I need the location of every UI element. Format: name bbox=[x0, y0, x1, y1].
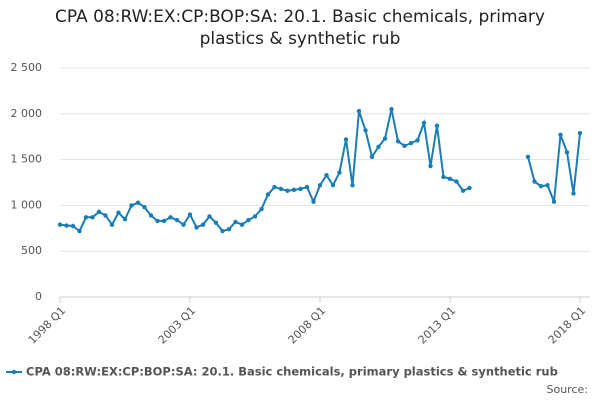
data-point bbox=[83, 215, 89, 220]
data-point bbox=[577, 130, 583, 136]
data-point bbox=[148, 213, 154, 218]
data-point bbox=[259, 206, 264, 212]
data-point bbox=[122, 216, 128, 222]
data-point bbox=[135, 200, 141, 205]
data-point bbox=[350, 183, 355, 188]
y-tick-label: 500 bbox=[21, 244, 42, 257]
data-point bbox=[220, 228, 225, 234]
data-point bbox=[168, 215, 173, 220]
data-point bbox=[278, 186, 284, 192]
data-point bbox=[447, 176, 453, 182]
data-point bbox=[363, 128, 368, 133]
data-point bbox=[246, 217, 251, 223]
x-tick-label: 2013 Q1 bbox=[416, 304, 459, 347]
x-tick-label: 2018 Q1 bbox=[546, 304, 589, 347]
data-point bbox=[291, 187, 297, 193]
data-point bbox=[200, 222, 206, 227]
y-tick-label: 1 000 bbox=[11, 198, 43, 211]
data-point bbox=[233, 219, 238, 225]
data-point bbox=[571, 191, 576, 196]
y-tick-label: 0 bbox=[35, 290, 42, 303]
data-point bbox=[304, 184, 310, 190]
data-point bbox=[545, 183, 550, 188]
data-point bbox=[77, 228, 82, 234]
data-point bbox=[551, 199, 557, 204]
data-point bbox=[343, 137, 349, 142]
data-point bbox=[382, 136, 388, 141]
data-point bbox=[421, 120, 427, 126]
x-tick-label: 2008 Q1 bbox=[286, 304, 329, 347]
x-tick-label: 2003 Q1 bbox=[156, 304, 199, 347]
data-point bbox=[369, 154, 375, 160]
data-point bbox=[90, 215, 95, 220]
data-point bbox=[538, 183, 544, 189]
data-point bbox=[330, 183, 336, 188]
data-point bbox=[564, 150, 570, 155]
data-point bbox=[454, 179, 459, 184]
legend-label: CPA 08:RW:EX:CP:BOP:SA: 20.1. Basic chem… bbox=[26, 365, 558, 379]
data-point bbox=[174, 217, 180, 223]
data-point bbox=[376, 144, 381, 149]
data-point bbox=[96, 209, 102, 215]
data-point bbox=[395, 139, 401, 144]
data-point bbox=[116, 210, 121, 215]
data-point bbox=[356, 108, 362, 114]
data-point bbox=[525, 154, 531, 160]
data-point bbox=[428, 163, 433, 169]
data-point bbox=[181, 222, 186, 227]
data-point bbox=[155, 218, 160, 224]
data-point bbox=[129, 203, 134, 208]
data-point bbox=[187, 212, 193, 217]
data-point bbox=[207, 214, 212, 219]
data-point bbox=[415, 138, 420, 143]
data-point bbox=[109, 222, 115, 227]
data-point bbox=[460, 188, 466, 193]
data-point bbox=[408, 140, 414, 146]
data-point bbox=[389, 107, 394, 112]
data-point bbox=[272, 184, 277, 190]
data-point bbox=[558, 132, 563, 138]
data-point bbox=[57, 222, 63, 227]
y-tick-label: 1 500 bbox=[11, 153, 43, 166]
data-point bbox=[298, 186, 303, 192]
data-point bbox=[226, 227, 232, 232]
data-point bbox=[194, 225, 199, 230]
data-point bbox=[142, 205, 147, 210]
data-point bbox=[103, 213, 108, 218]
data-point bbox=[161, 218, 167, 224]
data-point bbox=[402, 143, 407, 149]
data-point bbox=[434, 123, 440, 128]
data-point bbox=[317, 183, 323, 188]
x-tick-label: 1998 Q1 bbox=[26, 304, 69, 347]
data-point bbox=[441, 174, 446, 180]
data-point bbox=[467, 185, 472, 191]
chart-title: CPA 08:RW:EX:CP:BOP:SA: 20.1. Basic chem… bbox=[55, 7, 545, 49]
data-point bbox=[213, 220, 219, 226]
data-point bbox=[532, 179, 537, 184]
source: Source: bbox=[547, 383, 589, 396]
data-point bbox=[324, 172, 329, 178]
data-point bbox=[252, 214, 258, 219]
data-point bbox=[337, 170, 342, 175]
legend-marker bbox=[11, 369, 17, 375]
data-point bbox=[265, 192, 271, 197]
y-tick-label: 2 500 bbox=[11, 61, 43, 74]
data-point bbox=[64, 223, 69, 228]
data-point bbox=[311, 199, 316, 204]
data-point bbox=[285, 188, 290, 193]
data-point bbox=[70, 223, 76, 229]
series-line bbox=[59, 109, 581, 233]
data-point bbox=[239, 222, 245, 227]
y-tick-label: 2 000 bbox=[11, 107, 43, 120]
